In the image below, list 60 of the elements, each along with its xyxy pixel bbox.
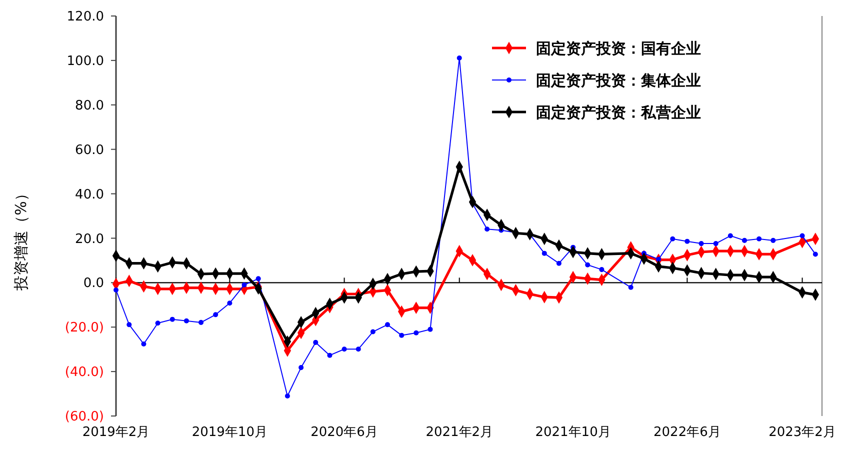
y-tick-label: (40.0): [64, 365, 104, 380]
x-tick-label: 2023年2月: [768, 425, 836, 440]
point: [770, 238, 776, 243]
point: [684, 238, 690, 244]
point: [170, 316, 175, 322]
point: [599, 267, 604, 272]
point: [670, 236, 676, 242]
y-tick-label: (60.0): [64, 410, 104, 425]
point: [284, 393, 290, 399]
point: [198, 320, 204, 325]
point: [756, 236, 762, 242]
point: [585, 262, 590, 268]
y-tick-label: 120.0: [66, 10, 104, 25]
point: [342, 346, 347, 352]
point: [542, 250, 547, 256]
y-axis-title: 投资增速（%）: [12, 186, 30, 292]
point: [113, 287, 119, 293]
legend-label: 固定资产投资：私营企业: [536, 103, 701, 122]
point: [256, 276, 261, 282]
legend-label: 固定资产投资：国有企业: [536, 39, 701, 58]
point: [126, 322, 132, 328]
point: [428, 326, 433, 332]
y-tick-label: 80.0: [75, 98, 104, 114]
y-tick-label: 40.0: [75, 187, 104, 202]
point: [399, 332, 404, 338]
x-tick-label: 2019年10月: [192, 425, 268, 440]
point: [414, 330, 419, 336]
y-tick-label: 60.0: [75, 142, 104, 158]
point: [213, 312, 218, 318]
y-tick-label: 20.0: [75, 232, 104, 247]
point: [384, 322, 390, 328]
point: [556, 260, 562, 266]
point: [356, 346, 361, 352]
point: [141, 341, 146, 347]
legend-label: 固定资产投资：集体企业: [536, 71, 701, 90]
point: [456, 55, 462, 61]
point: [800, 233, 805, 238]
point: [742, 238, 748, 243]
point: [628, 284, 634, 290]
x-tick-label: 2021年2月: [426, 425, 494, 440]
x-tick-label: 2019年2月: [82, 425, 150, 440]
point: [370, 329, 376, 334]
point: [484, 226, 490, 232]
point: [327, 352, 332, 358]
point: [298, 365, 304, 370]
point: [313, 340, 318, 345]
x-tick-label: 2021年10月: [535, 425, 611, 440]
point: [227, 300, 232, 306]
point: [812, 252, 818, 257]
y-tick-label: 0.0: [83, 276, 104, 292]
y-tick-label: 100.0: [66, 54, 104, 69]
point: [155, 320, 160, 326]
x-tick-label: 2020年6月: [310, 425, 378, 440]
point: [242, 282, 247, 288]
y-tick-label: (20.0): [64, 320, 104, 336]
point: [698, 241, 704, 246]
point: [184, 318, 189, 324]
x-tick-label: 2022年6月: [654, 425, 721, 440]
point: [728, 233, 733, 238]
point: [713, 241, 718, 246]
